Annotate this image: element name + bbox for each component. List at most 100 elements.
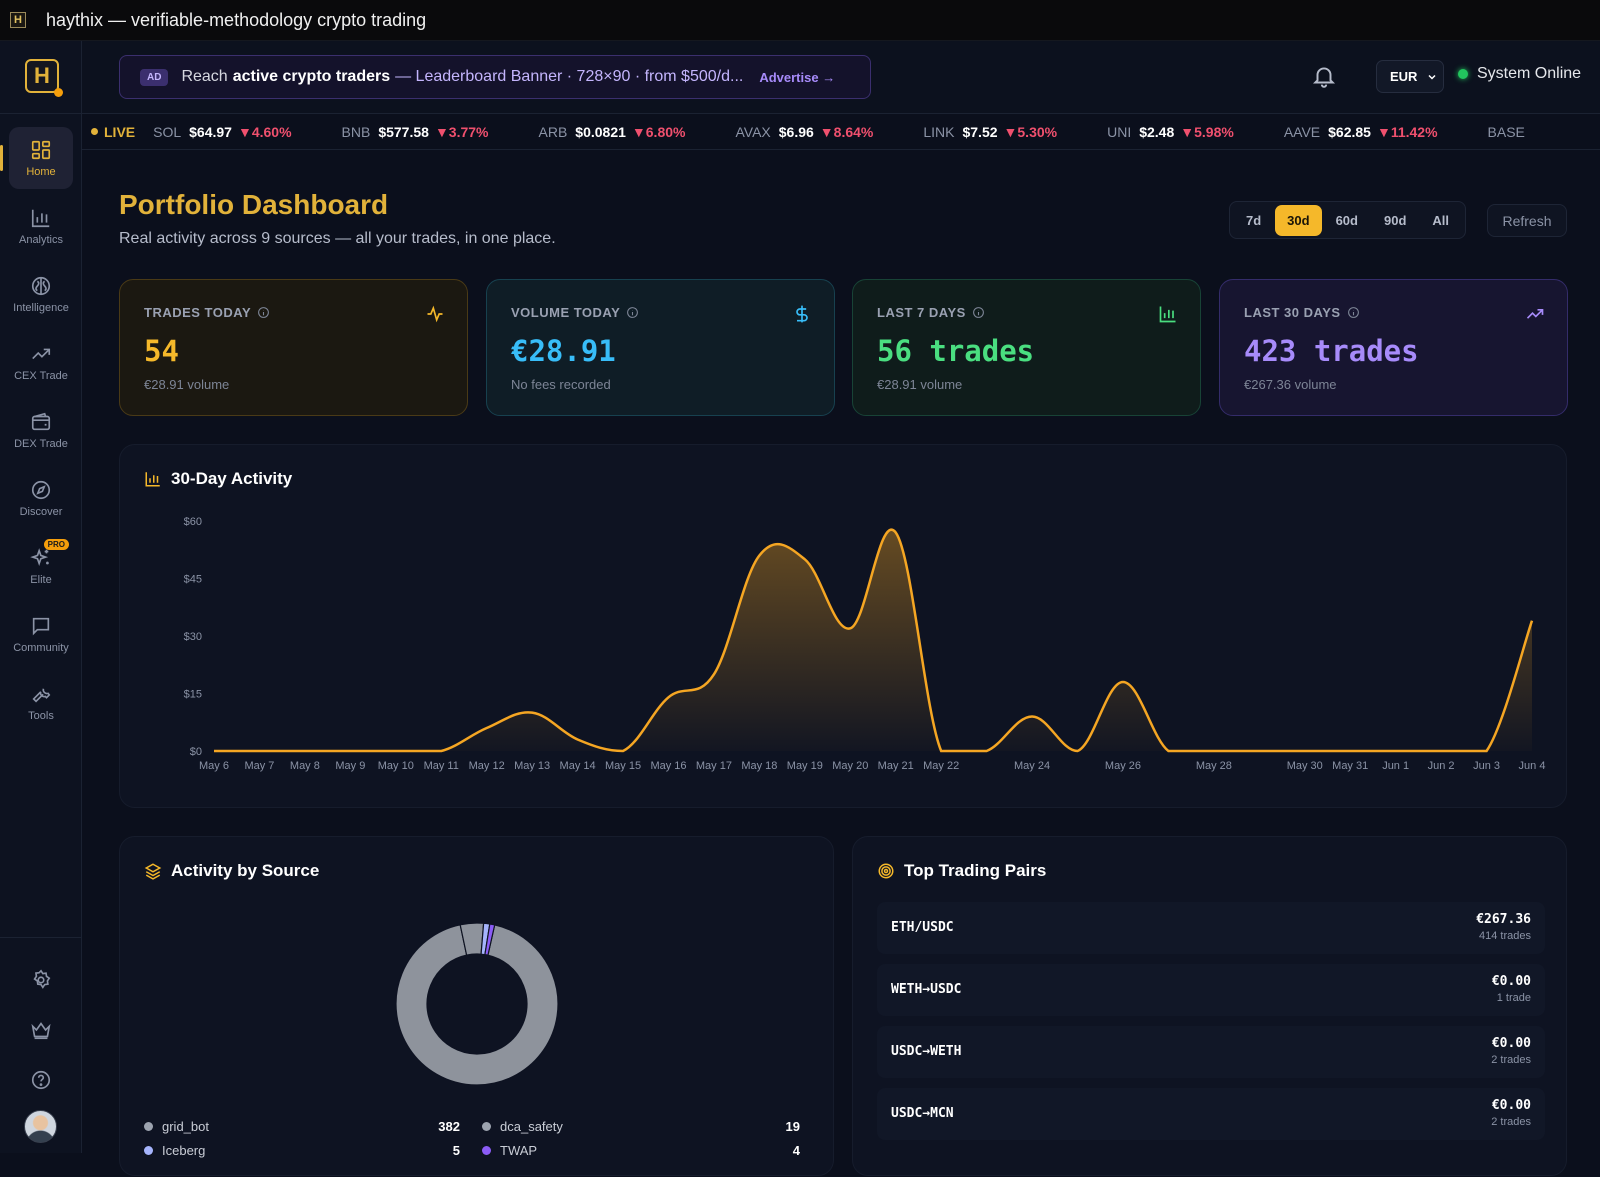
pair-row[interactable]: USDC→MCN €0.00 2 trades (877, 1088, 1545, 1140)
data-point[interactable] (212, 749, 216, 753)
live-label: LIVE (104, 123, 136, 140)
data-point[interactable] (576, 738, 580, 742)
legend-dot (482, 1122, 491, 1131)
data-point[interactable] (257, 749, 261, 753)
premium-button[interactable] (0, 1005, 82, 1055)
ticker-item[interactable]: BASE (1488, 124, 1539, 140)
data-point[interactable] (712, 672, 716, 676)
compass-icon (31, 480, 51, 499)
sidebar-item-home[interactable]: Home (0, 127, 73, 189)
ticker-item[interactable]: BNB $577.58 ▼3.77% (342, 124, 489, 140)
data-point[interactable] (1394, 749, 1398, 753)
x-tick-label: May 18 (741, 760, 777, 772)
data-point[interactable] (348, 749, 352, 753)
pair-row[interactable]: ETH/USDC €267.36 414 trades (877, 902, 1545, 954)
data-point[interactable] (439, 749, 443, 753)
info-icon[interactable] (972, 306, 985, 319)
pair-row[interactable]: USDC→WETH €0.00 2 trades (877, 1026, 1545, 1078)
x-tick-label: Jun 1 (1382, 760, 1409, 772)
info-icon[interactable] (257, 306, 270, 319)
info-icon[interactable] (1347, 306, 1360, 319)
sidebar-item-tools[interactable]: Tools (9, 671, 73, 733)
info-icon[interactable] (626, 306, 639, 319)
legend-value: 382 (438, 1119, 460, 1134)
data-point[interactable] (530, 711, 534, 715)
data-point[interactable] (621, 749, 625, 753)
x-tick-label: May 24 (1014, 760, 1050, 772)
data-point[interactable] (485, 726, 489, 730)
sidebar-item-dex-trade[interactable]: DEX Trade (9, 399, 73, 461)
ticker-symbol: BNB (341, 123, 371, 140)
activity-by-source-panel: Activity by Source grid_bot 382 dca_safe… (119, 836, 834, 1176)
x-tick-label: May 20 (832, 760, 868, 772)
sidebar-bottom (0, 955, 82, 1105)
bell-icon[interactable] (1311, 63, 1337, 89)
data-point[interactable] (1257, 749, 1261, 753)
sidebar-item-cex-trade[interactable]: CEX Trade (9, 331, 73, 393)
data-point[interactable] (1530, 619, 1534, 623)
ticker-price: $6.96 (778, 123, 814, 140)
data-point[interactable] (1212, 749, 1216, 753)
sidebar-item-label: Community (13, 641, 69, 654)
donut-slice[interactable] (484, 923, 496, 956)
sidebar-item-discover[interactable]: Discover (9, 467, 73, 529)
help-button[interactable] (0, 1055, 82, 1105)
refresh-button[interactable]: Refresh (1487, 204, 1567, 237)
sidebar-item-community[interactable]: Community (9, 603, 73, 665)
ticker-item[interactable]: LINK $7.52 ▼5.30% (923, 124, 1057, 140)
data-point[interactable] (985, 749, 989, 753)
range-30d-button[interactable]: 30d (1275, 204, 1322, 236)
data-point[interactable] (1348, 749, 1352, 753)
data-point[interactable] (1076, 749, 1080, 753)
pair-row[interactable]: WETH→USDC €0.00 1 trade (877, 964, 1545, 1016)
ticker-item[interactable]: UNI $2.48 ▼5.98% (1107, 124, 1234, 140)
donut-slice[interactable] (395, 924, 559, 1086)
data-point[interactable] (939, 749, 943, 753)
stat-card-subtext: €267.36 volume (1244, 377, 1337, 392)
ticker-change: ▼5.30% (1003, 123, 1058, 140)
data-point[interactable] (1303, 749, 1307, 753)
ad-banner[interactable]: AD Reach active crypto traders — Leaderb… (119, 55, 871, 99)
sidebar-item-analytics[interactable]: Analytics (9, 195, 73, 257)
avatar[interactable] (24, 1110, 57, 1143)
logo[interactable]: H (25, 59, 63, 97)
y-tick-label: $0 (190, 746, 202, 758)
data-point[interactable] (1030, 715, 1034, 719)
ticker-symbol: UNI (1107, 123, 1132, 140)
advertise-link[interactable]: Advertise → (759, 69, 836, 85)
currency-select[interactable]: EUR (1376, 60, 1444, 93)
data-point[interactable] (803, 557, 807, 561)
sidebar-item-intelligence[interactable]: Intelligence (9, 263, 73, 325)
pairs-title-text: Top Trading Pairs (904, 861, 1047, 880)
data-point[interactable] (1439, 749, 1443, 753)
pair-value: €0.00 (1491, 974, 1531, 989)
range-7d-button[interactable]: 7d (1246, 212, 1262, 228)
ad-highlight: active crypto traders (232, 68, 391, 85)
data-point[interactable] (894, 531, 898, 535)
data-point[interactable] (394, 749, 398, 753)
data-point[interactable] (757, 554, 761, 558)
ticker-item[interactable]: AAVE $62.85 ▼11.42% (1284, 124, 1438, 140)
ticker-item[interactable]: SOL $64.97 ▼4.60% (153, 124, 291, 140)
sidebar-item-label: Home (26, 165, 56, 178)
ticker-item[interactable]: AVAX $6.96 ▼8.64% (735, 124, 873, 140)
data-point[interactable] (1166, 749, 1170, 753)
range-all-button[interactable]: All (1432, 212, 1450, 228)
range-60d-button[interactable]: 60d (1335, 212, 1358, 228)
ad-detail: — Leaderboard Banner · 728×90 · from $50… (395, 68, 744, 85)
stat-card-volume-today: VOLUME TODAY €28.91 No fees recorded (486, 279, 835, 416)
stat-card-last-30-days: LAST 30 DAYS 423 trades €267.36 volume (1219, 279, 1568, 416)
data-point[interactable] (1485, 749, 1489, 753)
data-point[interactable] (666, 695, 670, 699)
settings-button[interactable] (0, 955, 82, 1005)
data-point[interactable] (848, 626, 852, 630)
data-point[interactable] (303, 749, 307, 753)
range-90d-button[interactable]: 90d (1383, 212, 1407, 228)
ticker-item[interactable]: ARB $0.0821 ▼6.80% (539, 124, 686, 140)
sidebar-item-elite[interactable]: PRO Elite (9, 535, 73, 597)
ticker-symbol: BASE (1487, 123, 1525, 140)
ad-text: Reach (181, 68, 228, 85)
data-point[interactable] (1121, 680, 1125, 684)
time-range-selector: 7d 30d 60d 90d All (1229, 201, 1467, 239)
ad-tag: AD (140, 68, 169, 86)
